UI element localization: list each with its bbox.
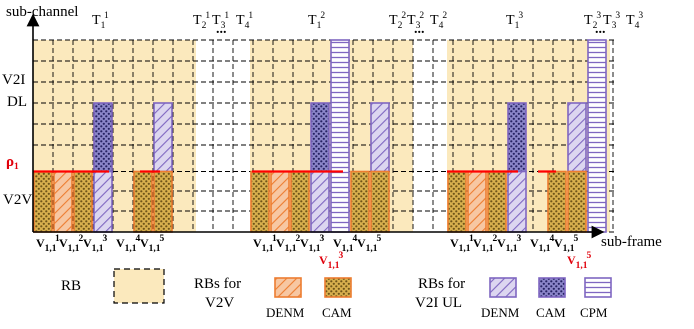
axes [26,13,605,239]
v2i-cpm-rb [587,39,607,233]
v2v-denm-rb [467,170,487,233]
legend-v2v-label-2: V2V [205,295,234,311]
v2i-denm-rb [507,170,527,233]
vehicle-label-2-3: V1,13 [300,234,325,254]
legend-v2i-denm-label: DENM [481,305,520,320]
v2i-cpm-rb [330,39,350,233]
slot-label-3-1: T13 [506,11,523,31]
vehicle-label-3-3: V1,13 [497,234,522,254]
legend-v2i-label-1: RBs for [418,276,465,292]
vehicle-label-2-4: V1,14 [333,234,358,254]
v2v-cam-rb [250,170,270,233]
slot-label-1-4: T41 [236,11,253,31]
slot-label-2-1: T12 [308,11,325,31]
slot-label-3-2: T23 [584,11,601,31]
slot-label-3-3: T33 [603,11,620,31]
slot-label-1-1: T11 [92,11,109,31]
legend-v2i-cam-label: CAM [536,305,566,320]
v2v-cam-rb [350,170,370,233]
slot-label-1-2: T21 [193,11,210,31]
v2v-cam-rb [370,170,390,233]
rho-label: ρ1 [6,154,19,172]
v2i-denm-rb [93,170,113,233]
highlighted-vehicle-2: V1,13 [319,251,344,271]
slot-label-2-3: T32 [407,11,424,31]
highlighted-vehicle-3: V1,15 [567,251,592,271]
allocated-rbs [33,39,607,233]
vehicle-label-2-5: V1,15 [357,234,382,254]
v2v-region-label: V2V [3,192,32,208]
v2i-cam-rb [507,102,527,173]
legend-v2v-denm-label: DENM [266,305,305,320]
v2i-cam-rb [310,102,330,173]
vehicle-label-2-2: V1,12 [276,234,301,254]
legend: RB RBs for V2V DENM CAM RBs for V2I UL D… [61,268,612,320]
v2i-denm-rb [153,102,173,173]
v2i-denm-rb [370,102,390,173]
v2i-denm-rb [310,170,330,233]
slot-label-1-3: T31 [212,11,229,31]
v2v-cam-rb [33,170,53,233]
frame-labels: T11 T21 T31 T41...V1,11 V1,12 V1,13 V1,14 V1,15… [36,11,643,271]
legend-rb-label: RB [61,278,81,294]
v2i-cam-rb [93,102,113,173]
vehicle-label-2-1: V1,11 [253,234,277,254]
v2i-dl-label-1: V2I [2,72,25,88]
v2v-denm-rb [270,170,290,233]
v2v-cam-rb [567,170,587,233]
v2v-cam-rb [290,170,310,233]
legend-rb-swatch [113,268,165,304]
vehicle-label-3-4: V1,14 [530,234,555,254]
slot-label-2-2: T22 [389,11,406,31]
v2v-cam-rb [133,170,153,233]
legend-v2i-label-2: V2I UL [415,295,462,311]
vehicle-label-1-1: V1,11 [36,234,60,254]
ellipsis-1: ... [216,22,227,37]
legend-v2v-cam-swatch [324,277,352,298]
v2v-denm-rb [53,170,73,233]
vehicle-label-1-3: V1,13 [83,234,108,254]
v2v-cam-rb [73,170,93,233]
v2v-cam-rb [447,170,467,233]
v2v-cam-rb [487,170,507,233]
ellipsis-3: ... [595,22,606,37]
legend-v2v-denm-swatch [274,277,302,298]
vehicle-label-3-5: V1,15 [554,234,579,254]
v2i-dl-label-2: DL [7,94,27,110]
legend-v2v-label-1: RBs for [194,276,241,292]
v2i-denm-rb [567,102,587,173]
legend-v2i-cam-swatch [538,277,566,298]
vehicle-label-3-2: V1,12 [473,234,498,254]
vehicle-label-3-1: V1,11 [450,234,474,254]
vehicle-label-1-2: V1,12 [59,234,84,254]
legend-v2i-denm-swatch [489,277,517,298]
x-axis-label: sub-frame [601,234,662,250]
legend-v2v-cam-label: CAM [322,305,352,320]
v2v-cam-rb [153,170,173,233]
vehicle-label-1-4: V1,14 [116,234,141,254]
slot-label-3-4: T43 [626,11,643,31]
v2v-cam-rb [547,170,567,233]
ellipsis-2: ... [414,22,425,37]
legend-v2i-cpm-label: CPM [580,305,608,320]
vehicle-label-1-5: V1,15 [140,234,165,254]
slot-label-2-4: T42 [430,11,447,31]
y-axis-label: sub-channel [6,4,78,20]
legend-v2i-cpm-swatch [584,277,612,298]
